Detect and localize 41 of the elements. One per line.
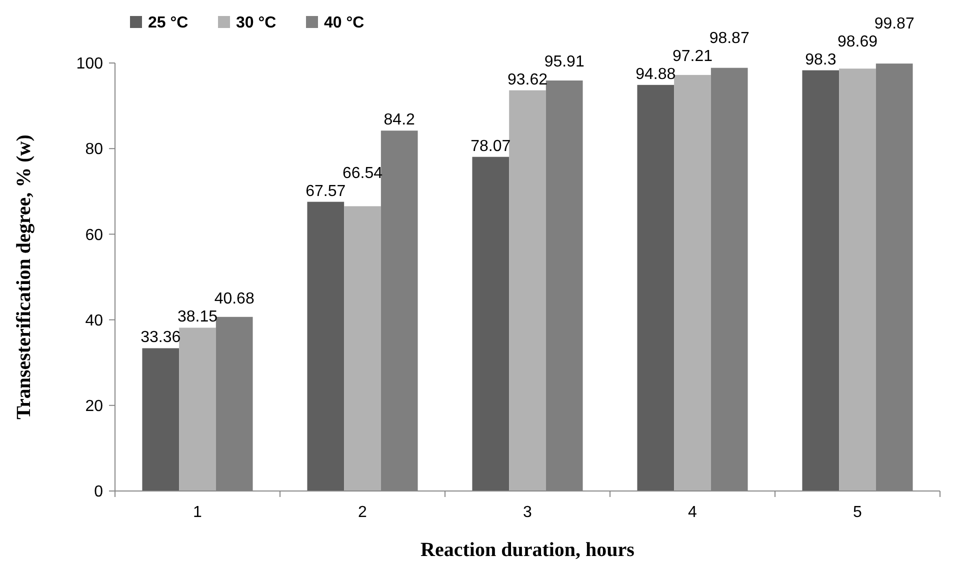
legend-label: 30 °C <box>236 14 277 32</box>
data-label: 33.36 <box>140 329 181 346</box>
bar <box>142 348 180 491</box>
data-label: 95.91 <box>544 53 584 70</box>
data-label: 98.87 <box>709 30 750 47</box>
bar <box>674 74 711 491</box>
data-label: 98.69 <box>837 33 878 50</box>
bar <box>637 84 674 491</box>
legend-label: 40 °C <box>324 14 365 32</box>
bar <box>307 202 344 491</box>
data-label: 98.3 <box>805 51 836 68</box>
x-tick-label: 5 <box>853 504 862 521</box>
bar <box>509 90 546 491</box>
bar <box>472 156 510 491</box>
x-tick-label: 1 <box>193 504 202 521</box>
y-axis-title: Transesterification degree, % (w) <box>13 134 35 420</box>
data-label: 97.21 <box>672 48 713 65</box>
bar <box>839 68 876 491</box>
x-tick-label: 4 <box>688 504 698 521</box>
bar <box>179 328 216 491</box>
y-tick-label: 100 <box>76 56 104 73</box>
y-tick-label: 60 <box>85 226 104 244</box>
data-label: 93.62 <box>507 71 548 88</box>
y-tick-label: 40 <box>85 312 104 330</box>
data-label: 66.54 <box>342 164 383 182</box>
data-label: 84.2 <box>384 112 416 129</box>
data-label: 67.57 <box>306 182 346 200</box>
data-label: 94.88 <box>636 66 676 83</box>
x-axis-title: Reaction duration, hours <box>420 539 635 561</box>
data-label: 99.87 <box>874 15 914 32</box>
x-tick-label: 2 <box>358 504 368 521</box>
y-tick-label: 0 <box>94 484 104 501</box>
x-tick-label: 3 <box>523 504 532 521</box>
legend-label: 25 °C <box>148 14 189 32</box>
bar <box>802 70 840 491</box>
data-label: 40.68 <box>214 290 254 308</box>
data-label: 78.07 <box>470 138 511 155</box>
bar <box>344 206 381 491</box>
y-tick-label: 20 <box>85 398 104 415</box>
data-label: 38.15 <box>177 308 218 326</box>
y-tick-label: 80 <box>85 141 104 158</box>
